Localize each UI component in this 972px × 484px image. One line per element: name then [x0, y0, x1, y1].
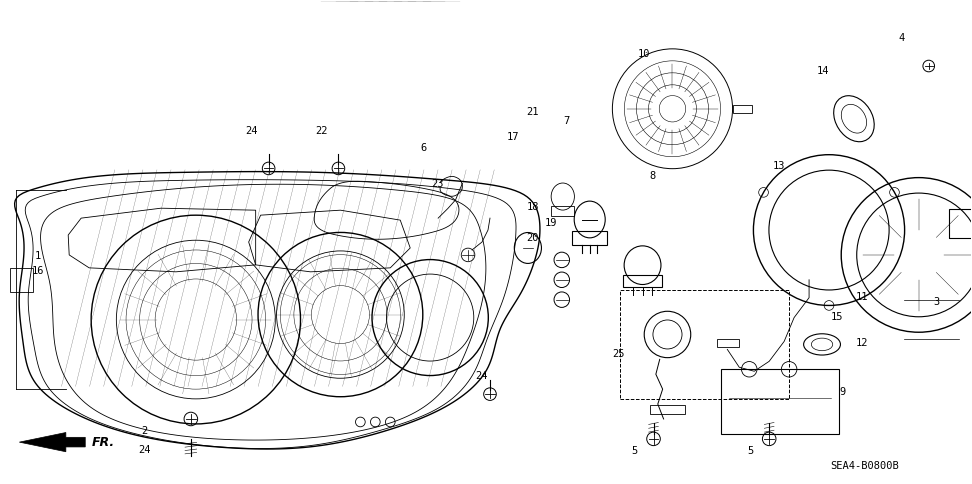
- Text: 12: 12: [855, 338, 868, 348]
- Text: 7: 7: [564, 116, 570, 126]
- Text: 4: 4: [899, 33, 905, 44]
- Text: 24: 24: [139, 445, 151, 455]
- Text: 14: 14: [817, 66, 829, 76]
- Text: 9: 9: [840, 387, 846, 397]
- Bar: [650, 405, 685, 414]
- Text: 6: 6: [420, 143, 426, 153]
- Bar: [721, 369, 839, 434]
- Text: 18: 18: [526, 202, 538, 212]
- Bar: [10, 268, 33, 292]
- Text: 10: 10: [638, 49, 650, 60]
- Text: 24: 24: [475, 371, 487, 381]
- Bar: [733, 105, 752, 113]
- Text: 23: 23: [432, 179, 444, 189]
- Bar: [619, 290, 789, 399]
- Text: 5: 5: [631, 446, 638, 456]
- Text: 16: 16: [32, 266, 45, 276]
- Text: SEA4-B0800B: SEA4-B0800B: [830, 461, 899, 470]
- Bar: [551, 206, 574, 216]
- Text: 17: 17: [506, 132, 519, 142]
- Text: 20: 20: [526, 233, 538, 243]
- Text: 22: 22: [315, 126, 328, 136]
- Text: 2: 2: [142, 425, 148, 436]
- Text: 1: 1: [35, 251, 42, 261]
- Bar: [717, 339, 739, 348]
- Text: 3: 3: [933, 297, 940, 307]
- Text: FR.: FR.: [92, 436, 115, 449]
- Bar: [949, 209, 972, 238]
- Text: 19: 19: [544, 218, 557, 228]
- Text: 8: 8: [649, 170, 656, 181]
- Text: 21: 21: [526, 107, 538, 117]
- Bar: [573, 231, 608, 244]
- Bar: [623, 275, 662, 287]
- Text: 13: 13: [773, 161, 785, 171]
- Polygon shape: [19, 433, 86, 452]
- Text: 25: 25: [612, 348, 625, 359]
- Text: 15: 15: [831, 312, 843, 321]
- Text: 5: 5: [747, 446, 753, 456]
- Text: 11: 11: [855, 292, 868, 302]
- Text: 24: 24: [245, 126, 258, 136]
